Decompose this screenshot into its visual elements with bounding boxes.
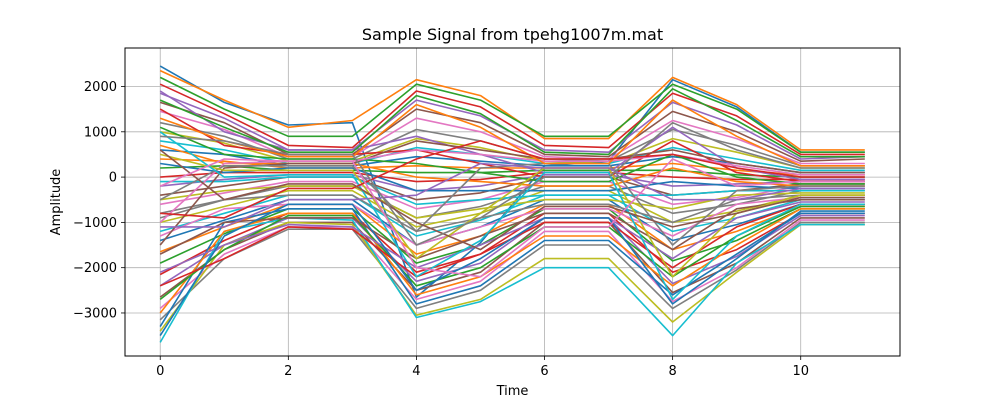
y-axis-ticks: −3000 −2000 −1000 0 1000 2000: [73, 80, 125, 321]
x-tick-label: 10: [792, 364, 809, 379]
series-line: [159, 198, 865, 246]
y-tick-label: −3000: [73, 306, 117, 321]
series-line: [160, 171, 865, 183]
series-line: [159, 194, 865, 233]
series-line: [159, 99, 865, 167]
series-layer: [159, 65, 865, 343]
series-line: [160, 140, 865, 219]
series-line: [159, 140, 865, 246]
series-line: [159, 83, 865, 156]
series-line: [160, 162, 865, 228]
x-tick-label: 4: [412, 364, 420, 379]
x-tick-label: 6: [540, 364, 548, 379]
series-line: [159, 198, 865, 260]
series-line: [159, 203, 865, 255]
series-line: [160, 158, 865, 176]
y-tick-label: 2000: [84, 80, 117, 95]
y-tick-label: 0: [109, 171, 117, 186]
chart-title: Sample Signal from tpehg1007m.mat: [362, 25, 663, 44]
x-axis-label: Time: [496, 384, 529, 399]
x-tick-label: 8: [668, 364, 676, 379]
x-tick-label: 0: [156, 364, 164, 379]
series-line: [159, 101, 865, 162]
series-line: [159, 208, 865, 328]
series-line: [159, 208, 865, 264]
series-line: [159, 221, 865, 332]
series-line: [159, 88, 865, 158]
series-line: [159, 221, 865, 321]
series-line: [159, 158, 865, 278]
series-line: [159, 69, 865, 151]
series-line: [159, 217, 865, 343]
y-tick-label: 1000: [84, 125, 117, 140]
series-line: [159, 149, 865, 251]
series-line: [160, 121, 865, 246]
y-tick-label: −2000: [73, 261, 117, 276]
series-line: [159, 203, 865, 337]
plot-frame: [124, 47, 901, 357]
series-line: [159, 76, 865, 153]
x-tick-label: 2: [284, 364, 292, 379]
x-axis-ticks: 0 2 4 6 8 10: [156, 356, 809, 379]
series-line: [159, 214, 865, 287]
series-line: [159, 126, 865, 185]
series-line: [159, 208, 865, 314]
series-line: [159, 201, 865, 273]
series-line: [159, 212, 865, 276]
y-tick-label: −1000: [73, 216, 117, 231]
y-axis-label: Amplitude: [49, 169, 64, 236]
series-line: [160, 185, 865, 219]
series-line: [159, 131, 865, 301]
